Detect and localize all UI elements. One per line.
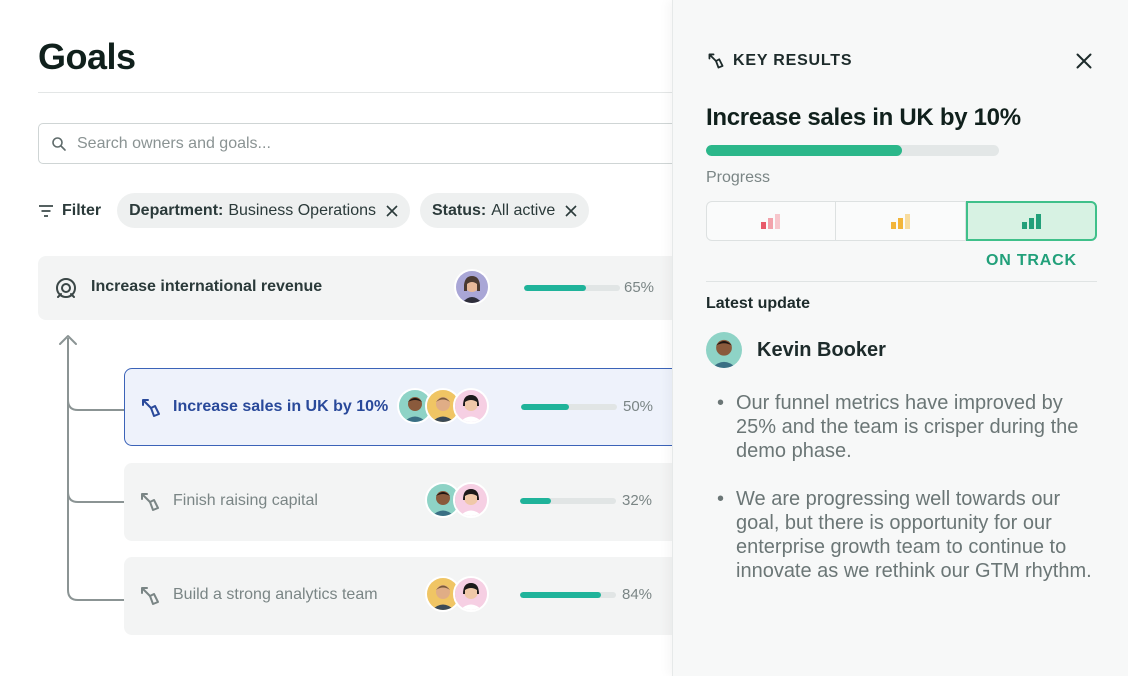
search-icon xyxy=(51,136,67,152)
filter-icon xyxy=(38,204,54,218)
page-title: Goals xyxy=(38,36,136,77)
title-divider xyxy=(38,92,672,93)
owner-avatars xyxy=(397,388,489,424)
filter-label: Filter xyxy=(62,201,102,219)
filter-button[interactable]: Filter xyxy=(38,202,101,220)
search-box[interactable] xyxy=(38,123,698,164)
progress-fill xyxy=(524,285,587,291)
goal-name: Build a strong analytics team xyxy=(173,586,378,603)
key-result-icon xyxy=(139,491,161,513)
goal-name: Finish raising capital xyxy=(173,492,318,509)
goal-row[interactable]: Build a strong analytics team 84% xyxy=(124,557,688,635)
avatar xyxy=(453,388,489,424)
key-result-progress-bar xyxy=(706,145,999,156)
update-author: Kevin Booker xyxy=(757,339,886,361)
owner-avatars xyxy=(454,269,490,305)
avatar xyxy=(453,576,489,612)
status-selector xyxy=(706,201,1097,241)
goal-name: Increase international revenue xyxy=(91,278,323,295)
at-risk-bars-icon xyxy=(890,213,912,229)
status-option-on-track[interactable] xyxy=(966,201,1097,241)
status-option-at-risk[interactable] xyxy=(836,201,966,241)
chip-value: All active xyxy=(491,201,556,219)
progress-percent: 32% xyxy=(622,492,653,509)
progress-bar xyxy=(521,404,617,410)
update-item: We are progressing well towards our goal… xyxy=(717,487,1097,583)
goal-name: Increase sales in UK by 10% xyxy=(173,398,389,415)
key-result-title: Increase sales in UK by 10% xyxy=(706,104,1021,131)
off-track-bars-icon xyxy=(760,213,782,229)
search-input[interactable] xyxy=(77,134,637,153)
key-result-icon xyxy=(140,397,162,419)
chip-key: Department: xyxy=(129,201,224,219)
key-result-icon xyxy=(707,52,725,70)
goal-row-selected[interactable]: Increase sales in UK by 10% 50% xyxy=(124,368,688,446)
latest-update-heading: Latest update xyxy=(706,295,811,312)
owner-avatars xyxy=(425,482,489,518)
progress-percent: 84% xyxy=(622,586,653,603)
update-list: Our funnel metrics have improved by 25% … xyxy=(717,391,1097,607)
owner-avatars xyxy=(425,576,489,612)
close-icon[interactable] xyxy=(565,204,577,217)
progress-percent: 50% xyxy=(623,398,654,415)
key-results-panel: KEY RESULTS Increase sales in UK by 10% … xyxy=(672,0,1128,676)
panel-header-label: KEY RESULTS xyxy=(733,52,853,69)
progress-fill xyxy=(520,498,551,504)
chip-value: Business Operations xyxy=(228,201,376,219)
progress-fill xyxy=(520,592,601,598)
progress-bar xyxy=(520,592,616,598)
filter-chip-department[interactable]: Department: Business Operations xyxy=(117,193,410,228)
close-icon[interactable] xyxy=(386,204,398,217)
goal-row[interactable]: Increase international revenue 65% xyxy=(38,256,688,320)
on-track-bars-icon xyxy=(1021,213,1043,229)
filter-chip-status[interactable]: Status: All active xyxy=(420,193,590,228)
close-icon[interactable] xyxy=(1073,50,1095,72)
chip-key: Status: xyxy=(432,201,487,219)
progress-bar xyxy=(524,285,620,291)
progress-fill xyxy=(521,404,569,410)
target-icon xyxy=(54,276,78,300)
panel-divider xyxy=(706,281,1097,282)
progress-bar xyxy=(520,498,616,504)
avatar xyxy=(453,482,489,518)
avatar xyxy=(425,482,461,518)
status-option-off-track[interactable] xyxy=(706,201,836,241)
avatar xyxy=(454,269,490,305)
update-item: Our funnel metrics have improved by 25% … xyxy=(717,391,1097,463)
progress-label: Progress xyxy=(706,169,771,186)
filter-bar: Filter Department: Business Operations S… xyxy=(38,193,599,228)
goal-row[interactable]: Finish raising capital 32% xyxy=(124,463,688,541)
avatar xyxy=(706,332,742,368)
status-label: ON TRACK xyxy=(986,252,1077,269)
key-result-icon xyxy=(139,585,161,607)
progress-percent: 65% xyxy=(624,279,655,296)
progress-fill xyxy=(706,145,903,156)
panel-header: KEY RESULTS xyxy=(707,52,852,70)
